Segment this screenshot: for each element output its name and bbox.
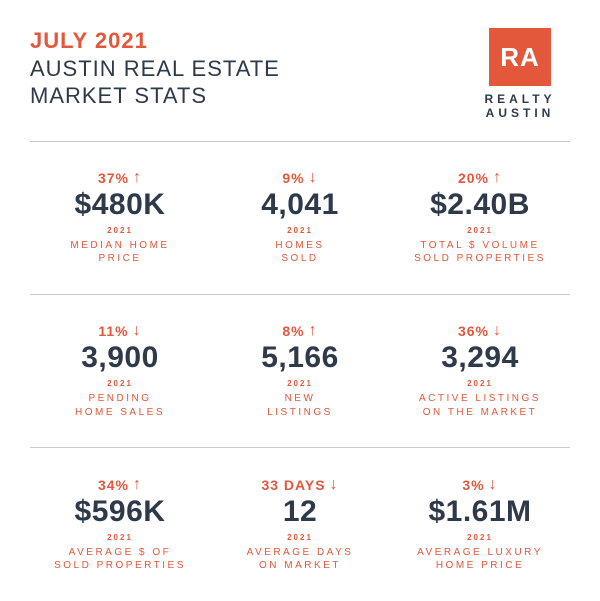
title-block: JULY 2021 AUSTIN REAL ESTATE MARKET STAT… <box>30 28 470 109</box>
stat-label: AVERAGE LUXURY HOME PRICE <box>417 546 543 573</box>
stat-year: 2021 <box>467 533 493 542</box>
arrow-up-icon: ↑ <box>493 170 502 186</box>
stat-value: 3,900 <box>81 341 159 375</box>
logo: RA REALTY AUSTIN <box>470 28 570 121</box>
stats-grid: 37%↑$480K2021MEDIAN HOME PRICE9%↓4,04120… <box>30 141 570 601</box>
stat-label: MEDIAN HOME PRICE <box>70 239 169 266</box>
title-subtitle-1: AUSTIN REAL ESTATE <box>30 56 470 81</box>
stat-year: 2021 <box>107 379 133 388</box>
stat-label: AVERAGE $ OF SOLD PROPERTIES <box>54 546 186 573</box>
stat-value: $596K <box>75 495 166 529</box>
stat-cell: 3% ↓ $1.61M 2021 AVERAGE LUXURY HOME PRICE <box>390 447 570 600</box>
stat-change-value: 34% <box>98 477 129 493</box>
stat-label: HOMES SOLD <box>275 239 324 266</box>
stat-year: 2021 <box>107 226 133 235</box>
stat-value: 4,041 <box>261 188 339 222</box>
stat-year: 2021 <box>287 533 313 542</box>
stat-value: $2.40B <box>430 188 530 222</box>
stat-value: 12 <box>283 495 317 529</box>
stat-change: 11% ↓ <box>98 323 141 339</box>
logo-text-1: REALTY <box>470 92 570 106</box>
stat-cell: 8% ↑ 5,166 2021 NEW LISTINGS <box>210 294 390 447</box>
stat-value: $1.61M <box>428 495 531 529</box>
stat-value: 5,166 <box>261 341 339 375</box>
stat-change: 20%↑ <box>458 170 502 186</box>
stat-change: 9% ↓ <box>282 170 317 186</box>
stat-change-value: 11% <box>98 323 128 339</box>
stat-change: 37%↑ <box>98 170 142 186</box>
stat-label: TOTAL $ VOLUME SOLD PROPERTIES <box>414 239 546 266</box>
stat-cell: 37%↑ $480K 2021 MEDIAN HOME PRICE <box>30 141 210 294</box>
stat-cell: 11% ↓ 3,900 2021 PENDING HOME SALES <box>30 294 210 447</box>
arrow-down-icon: ↓ <box>489 477 498 493</box>
stat-change: 3% ↓ <box>462 477 497 493</box>
arrow-down-icon: ↓ <box>330 477 339 493</box>
stat-change-value: 36% <box>458 323 489 339</box>
title-subtitle-2: MARKET STATS <box>30 83 470 108</box>
stat-value: $480K <box>75 188 166 222</box>
logo-text-2: AUSTIN <box>470 106 570 120</box>
arrow-up-icon: ↑ <box>133 477 142 493</box>
arrow-down-icon: ↓ <box>493 323 502 339</box>
stat-year: 2021 <box>107 533 133 542</box>
stat-label: NEW LISTINGS <box>267 392 333 419</box>
arrow-up-icon: ↑ <box>133 170 142 186</box>
stat-cell: 36%↓ 3,294 2021 ACTIVE LISTINGS ON THE MARK… <box>390 294 570 447</box>
stat-label: ACTIVE LISTINGS ON THE MARKET <box>419 392 541 419</box>
stat-year: 2021 <box>287 379 313 388</box>
title-month: JULY 2021 <box>30 28 470 54</box>
stat-cell: 33 DAYS ↓ 12 2021 AVERAGE DAYS ON MARKET <box>210 447 390 600</box>
logo-badge: RA <box>489 28 551 86</box>
stat-year: 2021 <box>467 226 493 235</box>
header: JULY 2021 AUSTIN REAL ESTATE MARKET STAT… <box>30 28 570 121</box>
stat-cell: 20%↑ $2.40B 2021 TOTAL $ VOLUME SOLD PROPER… <box>390 141 570 294</box>
stat-value: 3,294 <box>441 341 519 375</box>
stat-label: PENDING HOME SALES <box>75 392 165 419</box>
arrow-down-icon: ↓ <box>309 170 318 186</box>
stat-change: 33 DAYS ↓ <box>261 477 338 493</box>
stat-cell: 34%↑ $596K 2021 AVERAGE $ OF SOLD PROPERTIE… <box>30 447 210 600</box>
stat-change: 36%↓ <box>458 323 502 339</box>
arrow-down-icon: ↓ <box>133 323 142 339</box>
stat-change: 34%↑ <box>98 477 142 493</box>
stat-change-value: 9% <box>282 170 304 186</box>
arrow-up-icon: ↑ <box>309 323 318 339</box>
stat-year: 2021 <box>467 379 493 388</box>
stat-change-value: 3% <box>462 477 484 493</box>
stat-cell: 9% ↓ 4,041 2021 HOMES SOLD <box>210 141 390 294</box>
stat-change-value: 33 DAYS <box>261 477 325 493</box>
stat-change: 8% ↑ <box>282 323 317 339</box>
stat-year: 2021 <box>287 226 313 235</box>
stat-change-value: 37% <box>98 170 129 186</box>
stat-label: AVERAGE DAYS ON MARKET <box>247 546 354 573</box>
stat-change-value: 20% <box>458 170 489 186</box>
stat-change-value: 8% <box>282 323 304 339</box>
